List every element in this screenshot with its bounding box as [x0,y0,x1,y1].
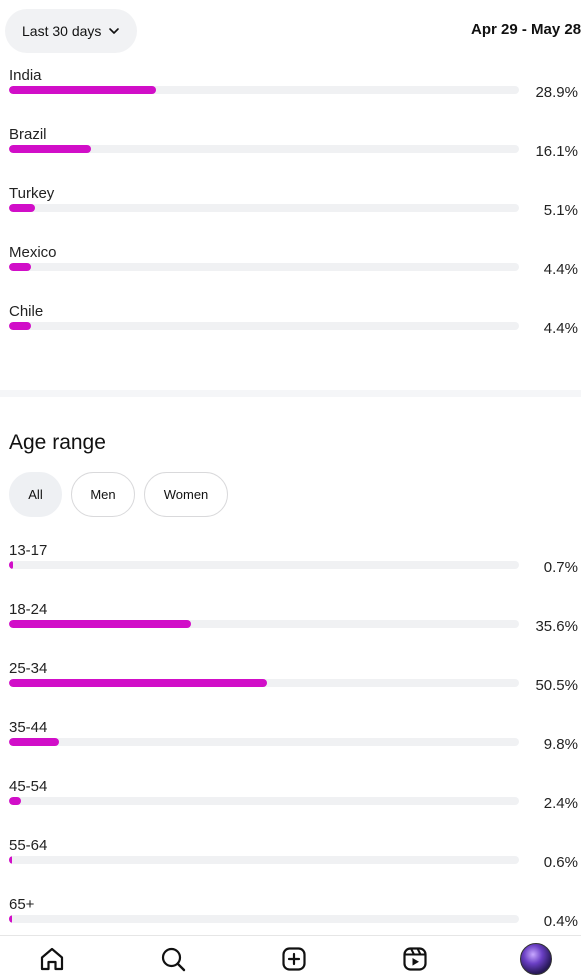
age-bar-track [9,561,519,569]
filter-women-label: Women [163,487,209,502]
chevron-down-icon [107,24,121,38]
age-percentage: 9.8% [543,736,578,753]
country-percentage: 5.1% [543,202,578,219]
age-bar-track [9,797,519,805]
age-bar-fill [9,679,267,687]
country-bar-track [9,204,519,212]
age-label: 55-64 [9,837,48,854]
country-bar-track [9,86,519,94]
country-bar-fill [9,86,156,94]
age-bar-track [9,738,519,746]
age-percentage: 0.7% [543,559,578,576]
age-percentage: 35.6% [535,618,578,635]
age-label: 13-17 [9,542,48,559]
age-label: 35-44 [9,719,48,736]
age-percentage: 2.4% [543,795,578,812]
age-range-title: Age range [9,431,106,454]
date-range-dropdown-label: Last 30 days [22,23,102,39]
age-label: 45-54 [9,778,48,795]
create-icon[interactable] [279,944,309,974]
age-bar-track [9,620,519,628]
filter-men-button[interactable]: Men [71,472,135,517]
country-bar-fill [9,263,31,271]
country-label: Chile [9,303,44,320]
country-label: Turkey [9,185,55,202]
filter-all-label: All [28,487,43,502]
search-icon[interactable] [158,944,188,974]
filter-men-label: Men [90,487,116,502]
top-bar: Last 30 days Apr 29 - May 28 [0,0,581,64]
date-range-dropdown[interactable]: Last 30 days [5,9,137,53]
country-bar-fill [9,145,91,153]
age-bar-fill [9,915,12,923]
country-bar-fill [9,322,31,330]
country-bar-track [9,322,519,330]
country-label: India [9,67,42,84]
age-bar-track [9,679,519,687]
age-label: 18-24 [9,601,48,618]
age-label: 65+ [9,896,35,913]
age-bar-fill [9,620,191,628]
reels-icon[interactable] [400,944,430,974]
country-percentage: 16.1% [535,143,578,160]
age-bar-track [9,915,519,923]
filter-women-button[interactable]: Women [144,472,228,517]
country-bar-track [9,145,519,153]
country-bar-track [9,263,519,271]
age-bar-fill [9,856,12,864]
age-percentage: 0.4% [543,913,578,930]
profile-avatar[interactable] [520,943,552,975]
age-bar-fill [9,797,21,805]
bottom-navigation [0,935,581,977]
home-icon[interactable] [37,944,67,974]
age-bar-fill [9,738,59,746]
country-label: Brazil [9,126,47,143]
country-bar-fill [9,204,35,212]
country-percentage: 4.4% [543,261,578,278]
age-percentage: 50.5% [535,677,578,694]
country-percentage: 4.4% [543,320,578,337]
date-range-text: Apr 29 - May 28 [471,21,581,38]
filter-all-button[interactable]: All [9,472,62,517]
section-divider [0,390,581,397]
country-percentage: 28.9% [535,84,578,101]
country-label: Mexico [9,244,57,261]
age-bar-track [9,856,519,864]
age-bar-fill [9,561,13,569]
age-percentage: 0.6% [543,854,578,871]
age-label: 25-34 [9,660,48,677]
